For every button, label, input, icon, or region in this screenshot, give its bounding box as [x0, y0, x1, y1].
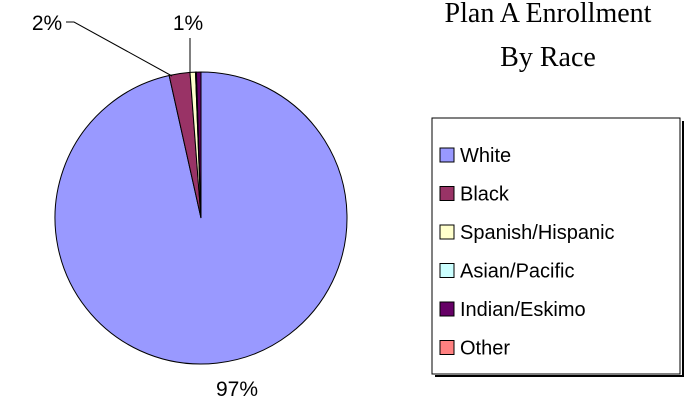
legend-swatch-white: [439, 147, 455, 163]
leader-line-black: [66, 21, 173, 77]
legend: White Black Spanish/Hispanic Asian/Pacific I…: [431, 117, 684, 377]
data-label-black: 2%: [32, 12, 62, 35]
pie-slice-indian-eskimo: [195, 71, 202, 219]
data-label-spanish: 1%: [173, 12, 203, 35]
legend-swatch-indian-eskimo: [439, 301, 455, 317]
legend-swatch-black: [439, 186, 455, 201]
legend-swatch-other: [439, 340, 455, 355]
legend-box: [431, 117, 681, 375]
chart-title-line-2: By Race: [500, 42, 596, 73]
data-label-white: 97%: [216, 378, 258, 401]
legend-swatch-spanish-hispanic: [439, 224, 455, 240]
legend-label-indian-eskimo: Indian/Eskimo: [460, 299, 586, 321]
legend-items: White Black Spanish/Hispanic Asian/Pacific I…: [439, 145, 615, 360]
legend-label-white: White: [460, 145, 511, 167]
legend-swatch-asian-pacific: [439, 263, 455, 278]
chart-title-line-1: Plan A Enrollment: [445, 0, 652, 29]
legend-label-other: Other: [460, 338, 510, 360]
legend-label-black: Black: [460, 184, 510, 206]
pie-slices: [54, 71, 348, 365]
leader-lines: [66, 21, 191, 77]
legend-label-asian-pacific: Asian/Pacific: [460, 261, 575, 283]
legend-label-spanish-hispanic: Spanish/Hispanic: [460, 222, 615, 244]
